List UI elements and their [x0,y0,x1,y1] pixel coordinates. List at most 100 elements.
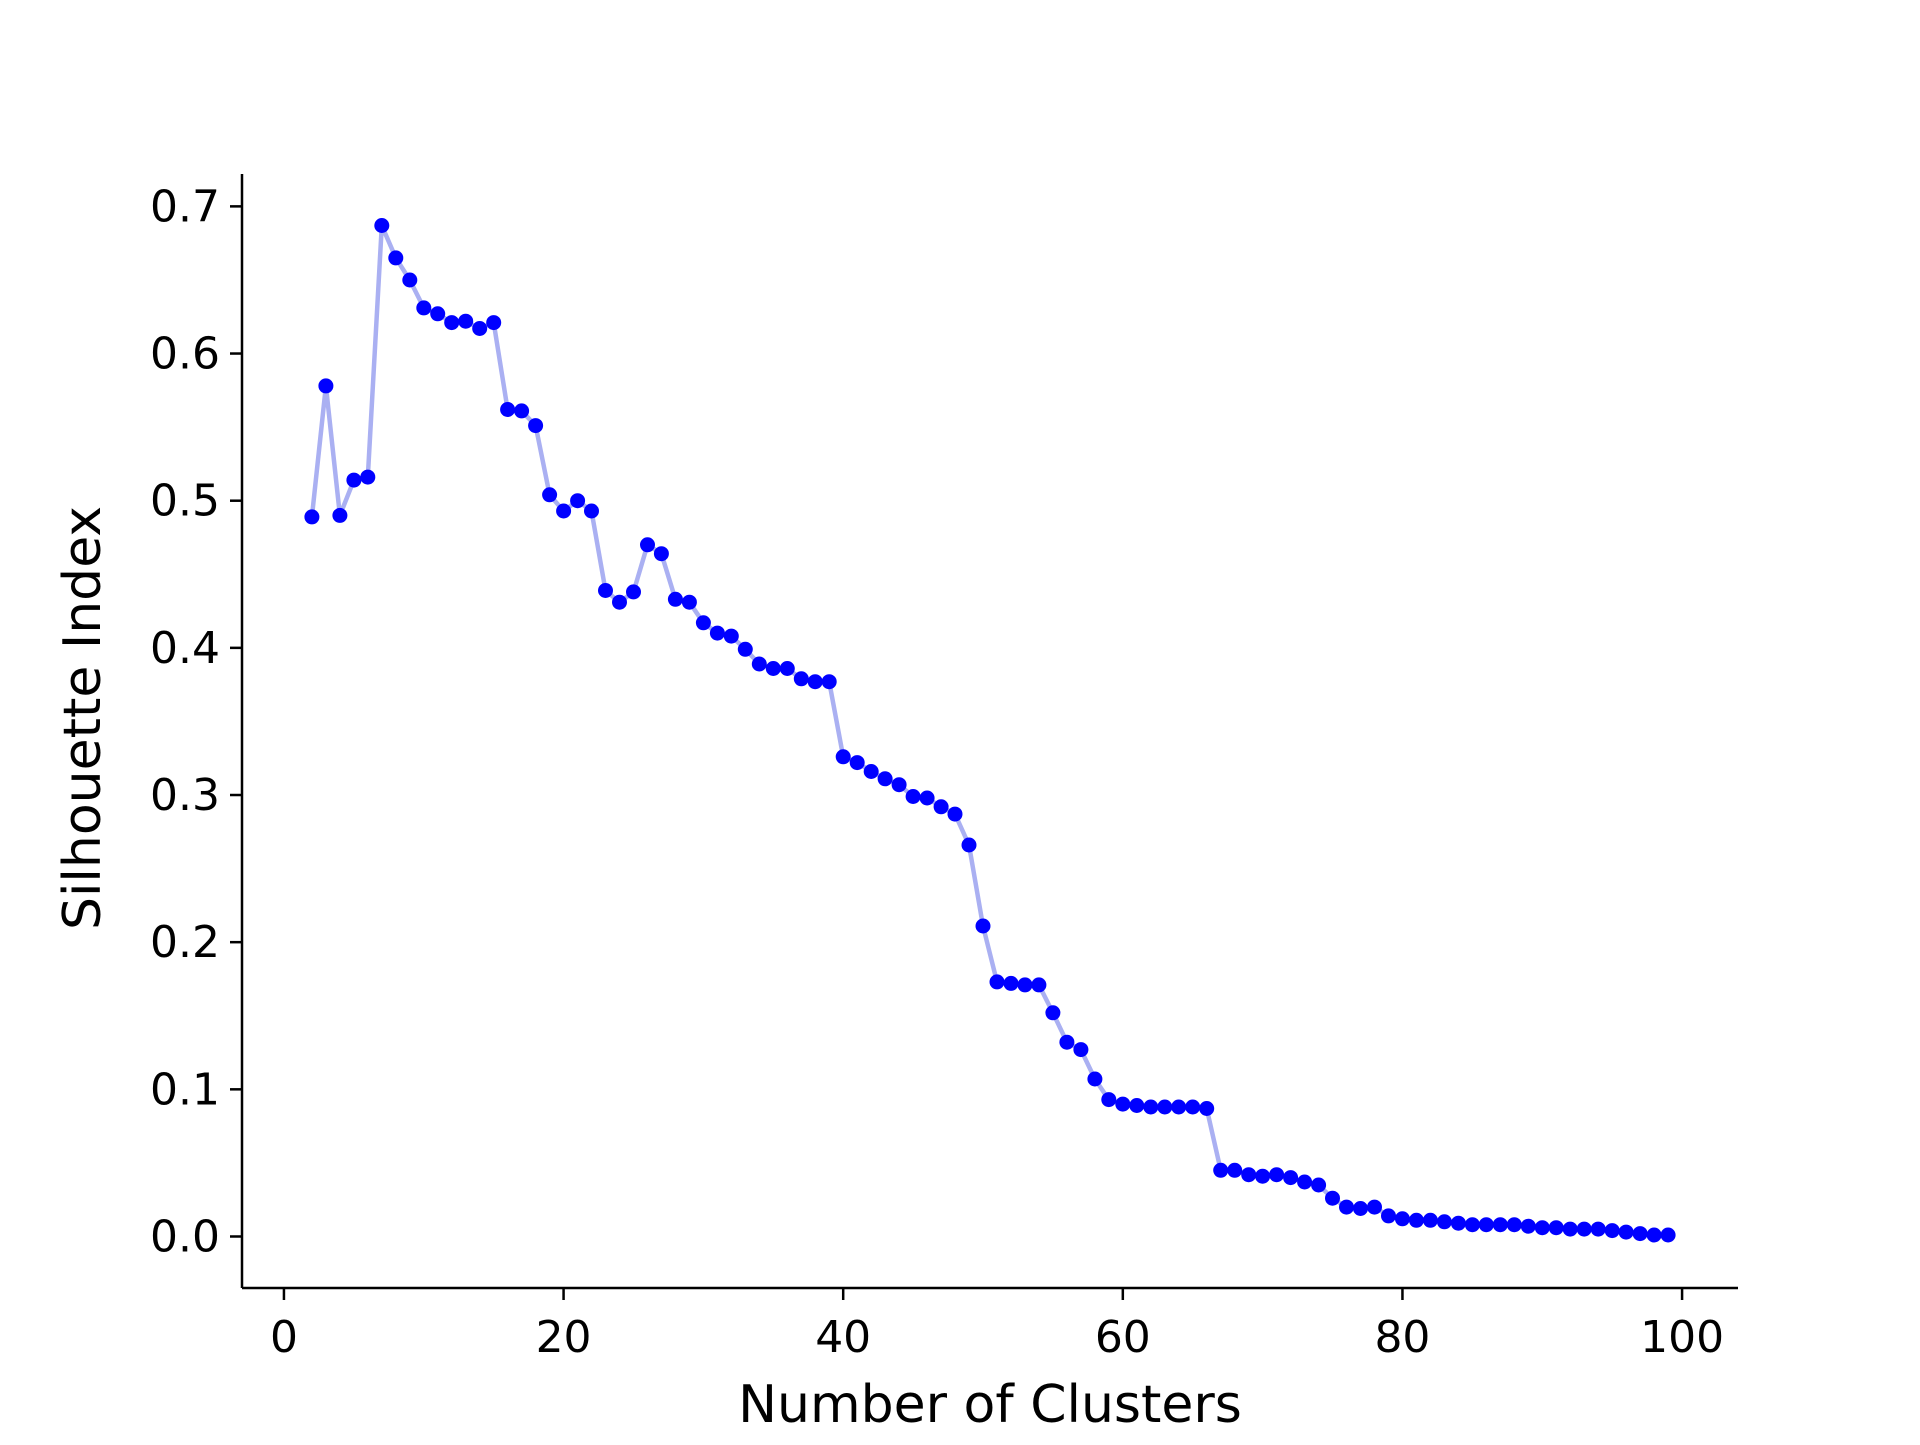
data-point [598,583,613,598]
data-point [1534,1220,1550,1236]
data-point [486,315,502,331]
data-point [1031,977,1047,993]
data-point [1157,1099,1173,1115]
data-point [793,671,809,687]
data-point [1604,1223,1620,1239]
data-point [1213,1162,1229,1178]
data-point [877,771,893,787]
data-point [1017,977,1033,993]
data-point [416,300,432,316]
data-point [667,591,683,607]
series-line-layer [309,223,1671,1238]
data-point [1171,1099,1187,1115]
axes [240,174,1738,1290]
data-point [1464,1217,1480,1233]
data-point [1590,1221,1606,1237]
y-tick-label: 0.7 [150,181,220,232]
y-tick-label: 0.0 [150,1211,220,1262]
x-tick-label: 100 [1640,1312,1724,1363]
data-point [1227,1162,1243,1178]
data-point [1283,1170,1299,1186]
y-tick-label: 0.3 [150,770,220,821]
y-tick-label: 0.4 [150,623,220,674]
data-point [821,674,837,690]
data-point [751,656,767,672]
data-point [695,615,711,631]
data-point [1045,1005,1061,1021]
data-point [402,272,418,288]
data-point [1660,1227,1676,1243]
data-markers [304,218,1676,1243]
data-point [528,418,544,434]
x-tick-label: 40 [815,1312,871,1363]
data-point [1450,1215,1466,1231]
data-point [1185,1099,1201,1115]
data-point [709,625,725,641]
data-point [430,306,446,322]
data-point [1311,1177,1327,1193]
x-tick-label: 0 [270,1312,298,1363]
data-point [1618,1224,1634,1240]
data-point [1115,1096,1131,1112]
data-point [947,806,963,822]
y-tick-label: 0.5 [150,476,220,527]
data-point [304,509,320,525]
data-point [514,403,530,419]
x-tick-label: 60 [1095,1312,1151,1363]
data-point [807,674,823,690]
data-point [1241,1167,1257,1183]
data-point [1059,1034,1075,1050]
data-point [458,313,474,329]
data-point [1199,1101,1215,1116]
data-point [570,493,586,509]
data-point [835,749,851,765]
data-point [388,250,404,266]
x-tick-label: 20 [536,1312,592,1363]
data-point [374,218,390,233]
data-point [1269,1167,1285,1183]
data-point [681,594,697,610]
data-point [626,584,641,600]
data-point [1325,1190,1340,1206]
data-point [444,315,460,331]
data-point [653,546,669,562]
data-point [737,641,753,657]
data-point [318,378,334,394]
data-point [961,837,977,853]
data-point [1381,1208,1396,1224]
data-point [891,777,907,793]
data-point [905,789,921,804]
data-point [975,918,991,934]
data-point [1646,1227,1662,1243]
x-axis-ticks: 0 20 40 60 80 100 [270,1288,1724,1363]
series-line [309,223,1671,1238]
y-tick-label: 0.2 [150,917,220,968]
data-point [989,974,1005,990]
data-point [1506,1217,1522,1233]
data-point [765,661,781,676]
data-point [584,503,599,519]
data-point [612,594,627,610]
x-axis-label: Number of Clusters [738,1375,1242,1435]
data-point [1520,1218,1536,1234]
data-point [723,628,739,644]
x-tick-label: 80 [1374,1312,1430,1363]
data-point [1003,975,1019,991]
data-point [332,507,348,523]
data-point [1394,1211,1410,1227]
data-point [500,402,516,417]
data-point [1548,1220,1564,1236]
data-point [1087,1071,1103,1087]
data-point [1297,1174,1313,1190]
data-point [360,469,376,485]
data-point [1492,1217,1508,1233]
data-point [1562,1221,1578,1237]
data-point [863,764,879,779]
y-axis-ticks: 0.0 0.1 0.2 0.3 0.4 0.5 0.6 0.7 [150,181,242,1262]
data-point [1073,1042,1089,1058]
data-point [556,503,572,519]
data-point [1478,1217,1494,1233]
data-point [1576,1221,1592,1237]
